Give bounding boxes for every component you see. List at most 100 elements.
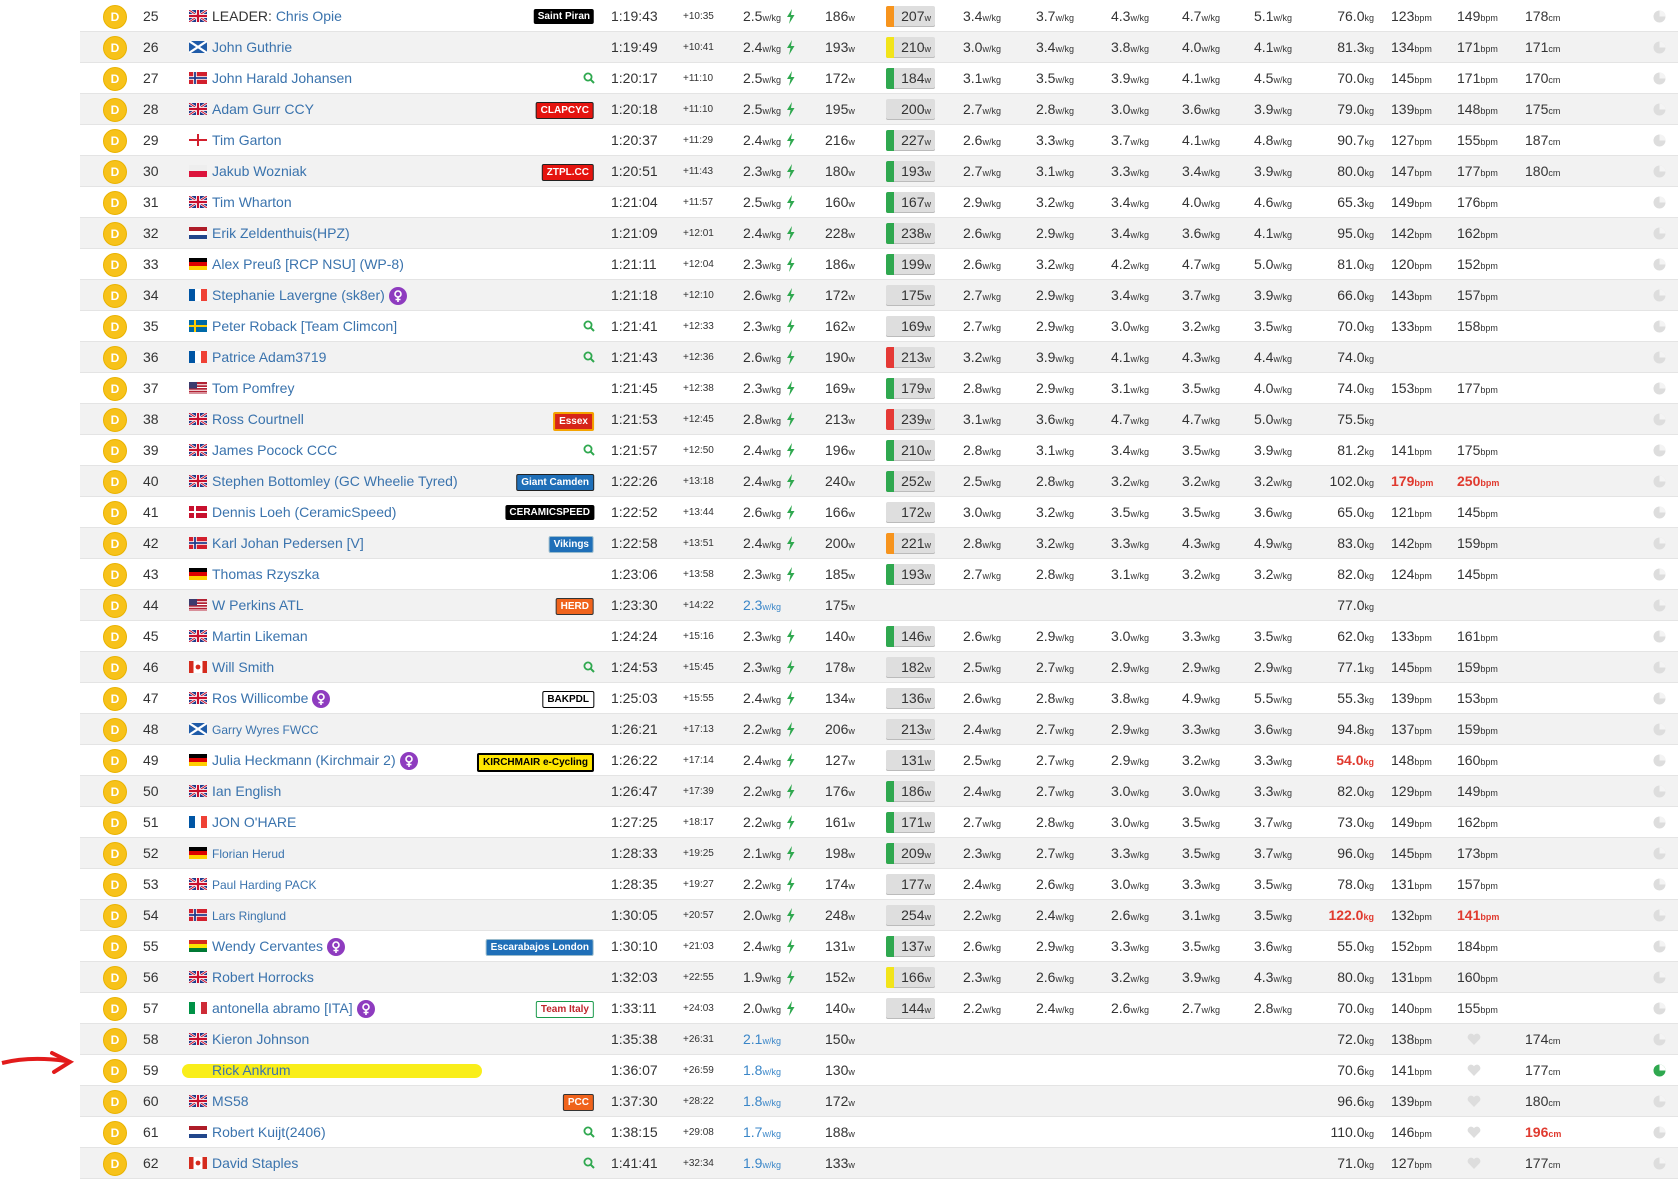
rider-name[interactable]: Garry Wyres FWCC [212, 722, 319, 737]
rider-name[interactable]: Karl Johan Pedersen [V] [212, 534, 364, 551]
result-row[interactable]: D 48 Garry Wyres FWCC 1:26:21 +17:13 2.2w/kg 2… [80, 713, 1678, 745]
result-row[interactable]: D 55 Wendy Cervantes Escarabajos London 1:30… [80, 931, 1678, 962]
result-row[interactable]: D 36 Patrice Adam3719 1:21:43 +12:36 2.6w/kg 1… [80, 341, 1678, 373]
team-tag[interactable]: Escarabajos London [485, 938, 594, 956]
result-row[interactable]: D 28 Adam Gurr CCY CLAPCYC 1:20:18 +11:10 2.5w… [80, 93, 1678, 125]
result-row[interactable]: D 26 John Guthrie 1:19:49 +10:41 2.4w/kg 193w 2… [80, 31, 1678, 63]
rider-name[interactable]: Robert Horrocks [212, 968, 314, 985]
rider-name[interactable]: Tim Garton [212, 131, 282, 148]
rider-name[interactable]: Dennis Loeh (CeramicSpeed) [212, 503, 397, 520]
result-row[interactable]: D 37 Tom Pomfrey 1:21:45 +12:38 2.3w/kg 169w 17… [80, 373, 1678, 404]
rider-name[interactable]: Ian English [212, 782, 282, 799]
team-tag[interactable]: CERAMICSPEED [505, 504, 594, 520]
result-row[interactable]: D 59 Rick Ankrum 1:36:07 +26:59 1.8w/kg 130w 70… [80, 1055, 1678, 1086]
result-row[interactable]: D 49 Julia Heckmann (Kirchmair 2) KIRCHMAIR… [80, 745, 1678, 776]
result-row[interactable]: D 62 David Staples 1:41:41 +32:34 1.9w/kg 133w… [80, 1147, 1678, 1179]
rider-name[interactable]: Erik Zeldenthuis(HPZ) [212, 224, 350, 241]
result-row[interactable]: D 56 Robert Horrocks 1:32:03 +22:55 1.9w/kg 15… [80, 961, 1678, 993]
rider-name[interactable]: Patrice Adam3719 [212, 348, 327, 365]
rider-name[interactable]: Wendy Cervantes [212, 937, 324, 954]
wkg-interval-value: 2.6 [1036, 875, 1056, 892]
rider-name[interactable]: Peter Roback [Team Climcon] [212, 317, 398, 334]
result-row[interactable]: D 38 Ross Courtnell Essex 1:21:53 +12:45 2.8w/… [80, 403, 1678, 435]
result-row[interactable]: D 30 Jakub Wozniak ZTPL.CC 1:20:51 +11:43 2.3w… [80, 155, 1678, 187]
result-row[interactable]: D 35 Peter Roback [Team Climcon] 1:21:41 +12… [80, 311, 1678, 342]
team-tag[interactable]: CLAPCYC [535, 101, 594, 119]
rider-name[interactable]: Alex Preuß [RCP NSU] (WP-8) [212, 255, 404, 272]
result-row[interactable]: D 46 Will Smith 1:24:53 +15:45 2.3w/kg 178w 182… [80, 651, 1678, 683]
result-row[interactable]: D 47 Ros Willicombe BAKPDL 1:25:03 +15:55 2.4w… [80, 683, 1678, 714]
result-row[interactable]: D 39 James Pocock CCC 1:21:57 +12:50 2.4w/kg 1… [80, 435, 1678, 466]
unit: w [924, 508, 932, 519]
rider-name[interactable]: Ros Willicombe [212, 689, 309, 706]
result-row[interactable]: D 29 Tim Garton 1:20:37 +11:29 2.4w/kg 216w 227… [80, 125, 1678, 156]
rider-name[interactable]: Chris Opie [275, 7, 342, 24]
rider-name[interactable]: John Harald Johansen [212, 69, 353, 86]
rider-name[interactable]: MS58 [212, 1092, 249, 1109]
rider-name[interactable]: Thomas Rzyszka [212, 565, 320, 582]
rider-name[interactable]: JON O'HARE [212, 813, 297, 830]
rider-name[interactable]: Jakub Wozniak [212, 162, 307, 179]
rider-name[interactable]: Ross Courtnell [212, 410, 304, 427]
rider-name[interactable]: Will Smith [212, 658, 275, 675]
rider-name[interactable]: Tom Pomfrey [212, 379, 295, 396]
result-row[interactable]: D 57 antonella abramo [ITA] Team Italy 1:33:… [80, 993, 1678, 1024]
result-row[interactable]: D 40 Stephen Bottomley (GC Wheelie Tyred) G… [80, 465, 1678, 497]
team-tag[interactable]: BAKPDL [542, 690, 594, 708]
team-tag[interactable]: Team Italy [535, 1000, 594, 1018]
team-tag[interactable]: Essex [553, 411, 594, 431]
result-row[interactable]: D 52 Florian Herud 1:28:33 +19:25 2.1w/kg 198w… [80, 837, 1678, 869]
rider-name[interactable]: W Perkins ATL [212, 596, 304, 613]
team-tag[interactable]: KIRCHMAIR e-Cycling [476, 752, 594, 772]
rider-name[interactable]: Paul Harding PACK [212, 877, 317, 892]
team-tag[interactable]: Giant Camden [516, 473, 594, 491]
unit: w [924, 477, 932, 488]
rider-name[interactable]: antonella abramo [ITA] [212, 999, 353, 1016]
result-row[interactable]: D 41 Dennis Loeh (CeramicSpeed) CERAMICSPEE… [80, 497, 1678, 528]
result-row[interactable]: D 53 Paul Harding PACK 1:28:35 +19:27 2.2w/kg… [80, 869, 1678, 900]
result-row[interactable]: D 61 Robert Kuijt(2406) 1:38:15 +29:08 1.7w/k… [80, 1117, 1678, 1148]
rider-name[interactable]: James Pocock CCC [212, 441, 338, 458]
rider-name[interactable]: Lars Ringlund [212, 908, 287, 923]
rider-name[interactable]: Stephanie Lavergne (sk8er) [212, 286, 385, 303]
wkg-interval-value: 5.5 [1254, 689, 1274, 706]
rider-name[interactable]: John Guthrie [212, 38, 293, 55]
result-row[interactable]: D 58 Kieron Johnson 1:35:38 +26:31 2.1w/kg 150… [80, 1023, 1678, 1055]
result-row[interactable]: D 51 JON O'HARE 1:27:25 +18:17 2.2w/kg 161w 171… [80, 807, 1678, 838]
result-row[interactable]: D 27 John Harald Johansen 1:20:17 +11:10 2.5w… [80, 63, 1678, 94]
result-row[interactable]: D 42 Karl Johan Pedersen [V] Vikings 1:22:58… [80, 527, 1678, 559]
heart-rate-max-value: 250 [1457, 472, 1481, 489]
result-row[interactable]: D 34 Stephanie Lavergne (sk8er) 1:21:18 +12:… [80, 279, 1678, 311]
result-row[interactable]: D 33 Alex Preuß [RCP NSU] (WP-8) 1:21:11 +12… [80, 249, 1678, 280]
result-row[interactable]: D 25 LEADER: Chris Opie Saint Piran 1:19:43 +… [80, 1, 1678, 32]
team-tag[interactable]: ZTPL.CC [541, 163, 594, 181]
result-row[interactable]: D 54 Lars Ringlund 1:30:05 +20:57 2.0w/kg 248w… [80, 899, 1678, 931]
rider-name[interactable]: Florian Herud [212, 846, 285, 861]
rider-name[interactable]: Stephen Bottomley (GC Wheelie Tyred) [212, 472, 458, 489]
team-tag[interactable]: PCC [562, 1093, 594, 1111]
team-tag[interactable]: Vikings [548, 535, 594, 553]
result-row[interactable]: D 32 Erik Zeldenthuis(HPZ) 1:21:09 +12:01 2.4… [80, 217, 1678, 249]
rider-name[interactable]: Tim Wharton [212, 193, 292, 210]
rider-name[interactable]: Martin Likeman [212, 627, 308, 644]
rider-name[interactable]: Kieron Johnson [212, 1030, 310, 1047]
result-row[interactable]: D 50 Ian English 1:26:47 +17:39 2.2w/kg 176w 18… [80, 775, 1678, 807]
power-box-value: 238 [901, 224, 925, 241]
team-tag[interactable]: HERD [555, 597, 594, 615]
result-row[interactable]: D 44 W Perkins ATL HERD 1:23:30 +14:22 2.3w/kg… [80, 589, 1678, 621]
team-tag[interactable]: Saint Piran [533, 8, 594, 24]
power-box: 193w [886, 563, 935, 585]
result-row[interactable]: D 45 Martin Likeman 1:24:24 +15:16 2.3w/kg 140… [80, 621, 1678, 652]
rider-name[interactable]: Robert Kuijt(2406) [212, 1123, 326, 1140]
result-row[interactable]: D 43 Thomas Rzyszka 1:23:06 +13:58 2.3w/kg 185… [80, 559, 1678, 590]
unit: w/kg [1201, 384, 1220, 395]
result-row[interactable]: D 31 Tim Wharton 1:21:04 +11:57 2.5w/kg 160w 16… [80, 187, 1678, 218]
wkg-interval: 4.7w/kg [1182, 1, 1220, 32]
rider-name[interactable]: Adam Gurr CCY [212, 100, 314, 117]
rider-name[interactable]: Julia Heckmann (Kirchmair 2) [212, 751, 396, 768]
rider-name[interactable]: Rick Ankrum [212, 1061, 291, 1078]
result-row[interactable]: D 60 MS58 PCC 1:37:30 +28:22 1.8w/kg 172w 96.6kg… [80, 1085, 1678, 1117]
rider-name[interactable]: David Staples [212, 1154, 299, 1171]
position: 32 [143, 224, 159, 241]
wkg-value: 2.3 [743, 565, 763, 582]
